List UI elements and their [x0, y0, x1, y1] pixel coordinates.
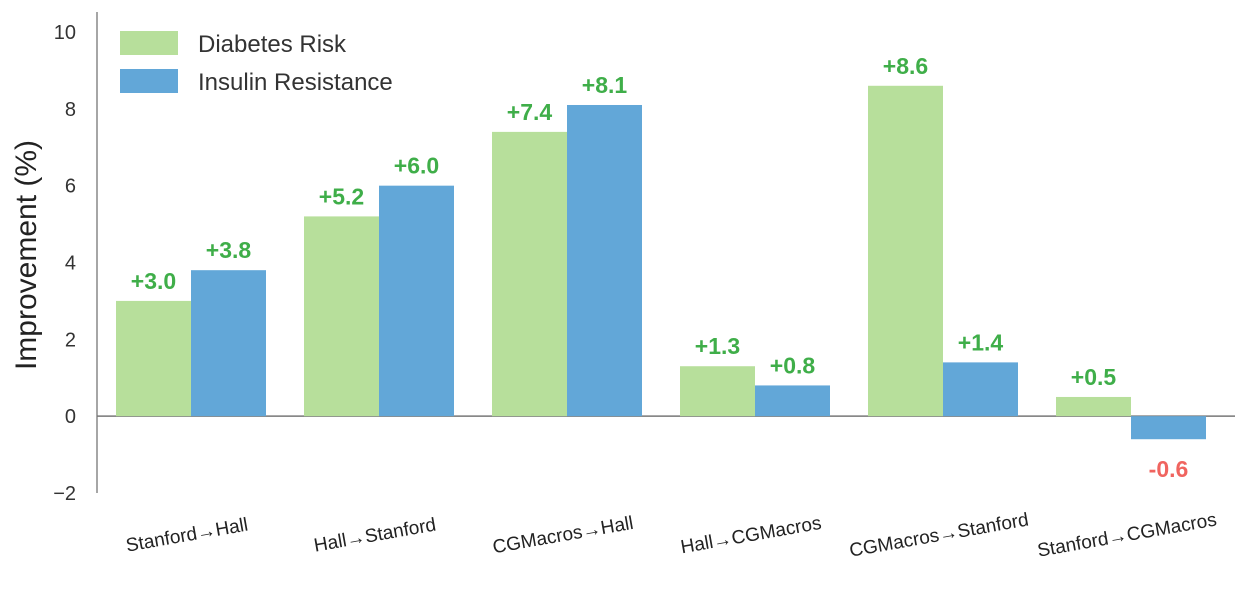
bar	[1131, 416, 1206, 440]
axes: −2 0 2 4 6 8 10	[53, 12, 1235, 505]
category-label: CGMacros→Hall	[491, 513, 635, 558]
data-label: +3.8	[206, 237, 252, 263]
data-label: +1.3	[695, 333, 740, 359]
y-tick-label: 0	[65, 406, 76, 428]
y-tick-label: 4	[65, 253, 76, 275]
y-tick-label: 2	[65, 329, 76, 351]
bar	[755, 385, 830, 417]
legend-label: Diabetes Risk	[198, 31, 347, 58]
category-labels: Stanford→Hall Hall→Stanford CGMacros→Hall H…	[124, 509, 1218, 561]
data-label: +8.1	[582, 72, 628, 98]
y-tick-label: 8	[65, 99, 76, 121]
data-label: +8.6	[883, 53, 928, 79]
category-label: Hall→CGMacros	[679, 513, 823, 558]
data-label: +3.0	[131, 268, 176, 294]
data-label: +0.5	[1071, 364, 1117, 390]
bar	[379, 185, 454, 417]
bar	[567, 104, 642, 417]
y-tick-label: 10	[54, 22, 76, 44]
y-tick-label: 6	[65, 176, 76, 198]
bar	[492, 131, 567, 417]
category-label: Stanford→Hall	[124, 515, 249, 557]
data-label: +6.0	[394, 153, 439, 179]
data-label: +7.4	[507, 99, 553, 125]
bar	[868, 85, 943, 417]
bar	[680, 366, 755, 417]
data-label: +5.2	[319, 183, 364, 209]
legend-swatch	[120, 31, 178, 55]
bar	[191, 270, 266, 417]
bar	[1056, 396, 1131, 417]
legend-swatch	[120, 69, 178, 93]
data-label: +1.4	[958, 329, 1004, 355]
legend: Diabetes Risk Insulin Resistance	[120, 31, 393, 96]
category-label: CGMacros→Stanford	[848, 509, 1031, 561]
bar	[304, 216, 379, 417]
bar	[943, 362, 1018, 417]
bars	[116, 85, 1206, 440]
data-label: +0.8	[770, 352, 816, 378]
category-label: Hall→Stanford	[312, 515, 437, 557]
y-tick-label: −2	[53, 483, 76, 505]
bar	[116, 300, 191, 417]
category-label: Stanford→CGMacros	[1036, 509, 1219, 561]
legend-label: Insulin Resistance	[198, 69, 393, 96]
data-label: -0.6	[1149, 456, 1189, 482]
data-labels: +3.0 +3.8 +5.2 +6.0 +7.4 +8.1 +1.3 +0.8 +8.6 +1.4…	[131, 53, 1189, 482]
y-axis-label: Improvement (%)	[10, 140, 43, 370]
